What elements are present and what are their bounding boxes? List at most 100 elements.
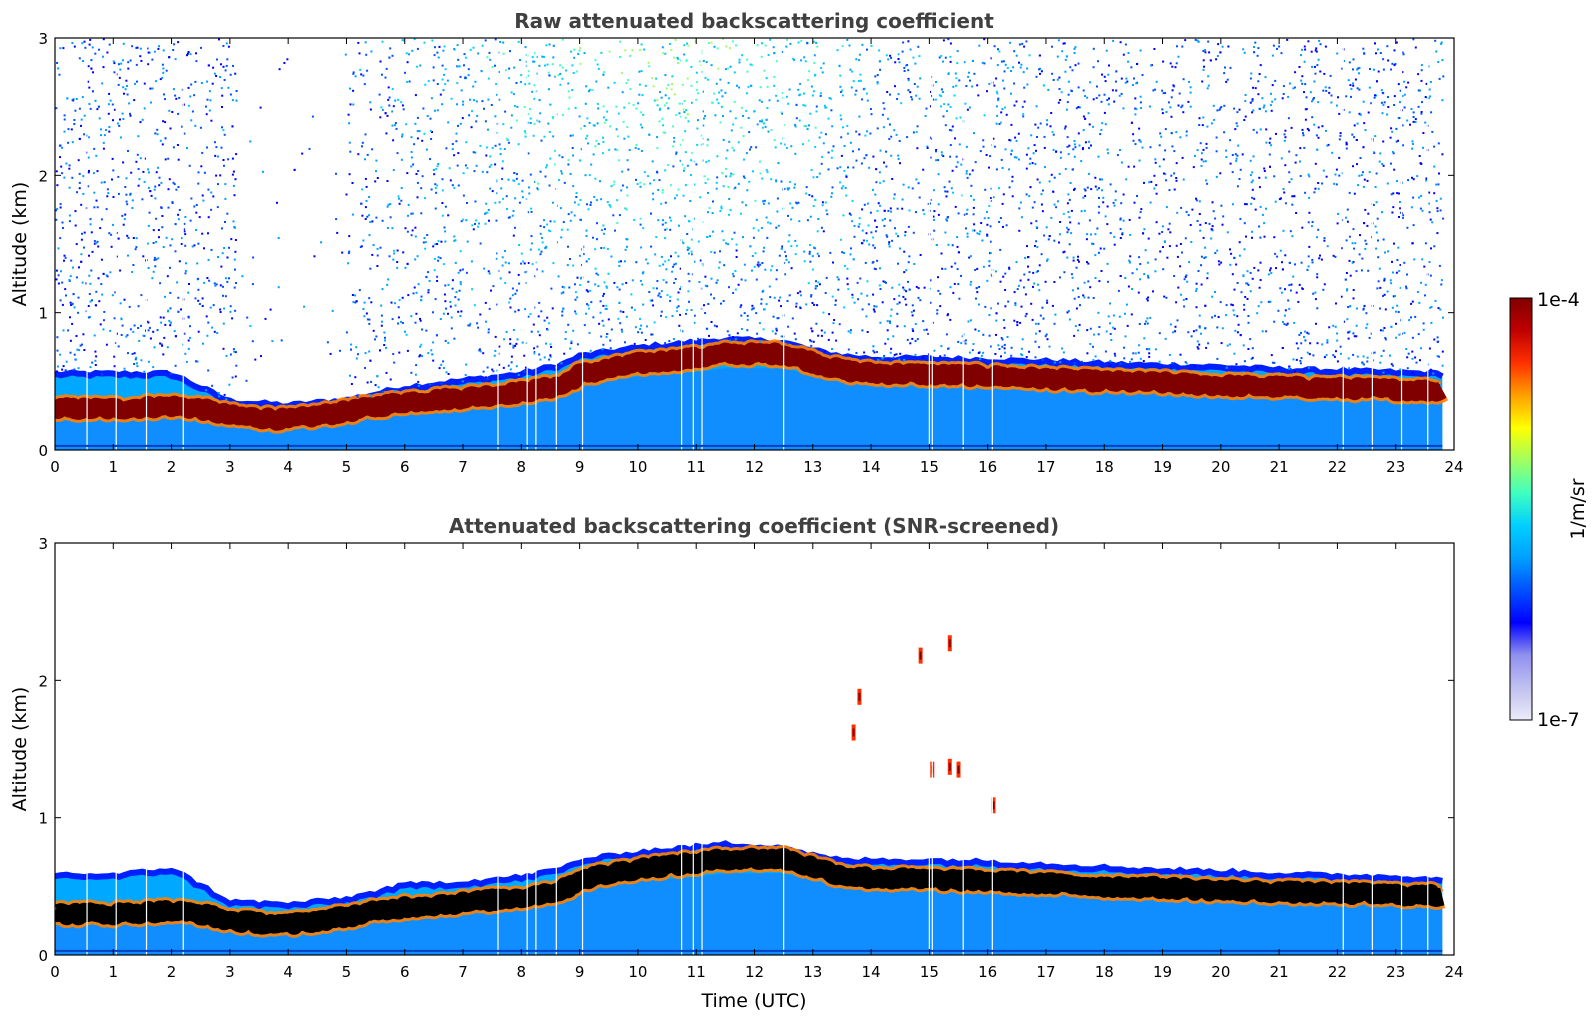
- noise-pixel: [955, 165, 958, 168]
- noise-pixel: [839, 181, 842, 184]
- noise-pixel: [748, 180, 751, 183]
- noise-pixel: [573, 56, 576, 59]
- noise-pixel: [1106, 148, 1109, 151]
- noise-pixel: [410, 156, 413, 159]
- noise-pixel: [166, 346, 169, 349]
- noise-pixel: [536, 345, 539, 348]
- noise-pixel: [587, 208, 590, 211]
- noise-pixel: [990, 307, 993, 310]
- noise-pixel: [1154, 270, 1157, 273]
- noise-pixel: [602, 105, 605, 108]
- noise-pixel: [122, 118, 125, 120]
- noise-pixel: [887, 117, 889, 120]
- noise-pixel: [1098, 326, 1101, 328]
- noise-pixel: [1120, 202, 1123, 205]
- noise-pixel: [161, 143, 164, 146]
- noise-pixel: [886, 91, 889, 93]
- noise-pixel: [822, 62, 825, 65]
- noise-pixel: [1386, 290, 1389, 293]
- noise-pixel: [1196, 149, 1199, 152]
- noise-pixel: [127, 254, 129, 257]
- noise-pixel: [77, 367, 80, 370]
- noise-pixel: [470, 260, 473, 263]
- noise-pixel: [998, 187, 1000, 190]
- noise-pixel: [797, 201, 800, 204]
- noise-pixel: [1349, 305, 1352, 308]
- noise-pixel: [222, 45, 225, 47]
- noise-pixel: [1394, 295, 1396, 298]
- noise-pixel: [1312, 97, 1315, 99]
- noise-pixel: [790, 267, 793, 270]
- noise-pixel: [759, 340, 761, 343]
- noise-pixel: [571, 64, 574, 67]
- noise-pixel: [1080, 210, 1083, 213]
- noise-pixel: [1184, 275, 1187, 278]
- noise-pixel: [727, 81, 730, 84]
- noise-pixel: [457, 124, 459, 127]
- noise-pixel: [1382, 164, 1385, 167]
- noise-pixel: [147, 168, 149, 171]
- noise-pixel: [548, 43, 551, 46]
- noise-pixel: [1196, 220, 1199, 222]
- noise-pixel: [363, 315, 366, 318]
- noise-pixel: [1352, 297, 1355, 300]
- noise-pixel: [695, 88, 698, 91]
- noise-pixel: [1087, 262, 1090, 265]
- noise-pixel: [122, 42, 125, 45]
- noise-pixel: [489, 155, 492, 158]
- noise-pixel: [551, 63, 554, 66]
- noise-pixel: [575, 70, 578, 73]
- noise-pixel: [740, 314, 743, 317]
- noise-pixel: [404, 71, 406, 74]
- noise-pixel: [1220, 106, 1223, 108]
- noise-pixel: [225, 354, 228, 357]
- noise-pixel: [1225, 366, 1228, 369]
- noise-pixel: [365, 199, 368, 202]
- noise-pixel: [119, 68, 122, 71]
- noise-pixel: [1061, 50, 1064, 53]
- noise-pixel: [805, 192, 808, 195]
- noise-pixel: [703, 117, 705, 120]
- noise-pixel: [1056, 78, 1059, 81]
- noise-pixel: [1202, 148, 1205, 151]
- noise-pixel: [96, 206, 99, 209]
- noise-pixel: [393, 249, 395, 252]
- noise-pixel: [1339, 132, 1342, 135]
- noise-pixel: [1050, 173, 1053, 176]
- noise-pixel: [1087, 140, 1090, 143]
- noise-pixel: [1089, 327, 1092, 330]
- noise-pixel: [1395, 322, 1397, 325]
- noise-pixel: [444, 339, 447, 342]
- noise-pixel: [828, 313, 831, 316]
- noise-pixel: [410, 151, 413, 153]
- noise-pixel: [138, 178, 141, 181]
- noise-pixel: [752, 227, 755, 230]
- noise-pixel: [893, 298, 896, 301]
- noise-pixel: [675, 194, 678, 197]
- noise-pixel: [1167, 228, 1170, 231]
- noise-pixel: [561, 310, 564, 313]
- noise-pixel: [665, 268, 668, 271]
- noise-pixel: [907, 280, 909, 283]
- noise-pixel: [201, 297, 204, 300]
- noise-pixel: [372, 329, 375, 332]
- noise-pixel: [1428, 347, 1431, 350]
- noise-pixel: [1352, 68, 1354, 71]
- noise-pixel: [1429, 274, 1432, 277]
- noise-pixel: [1422, 132, 1425, 134]
- noise-pixel: [600, 247, 603, 249]
- noise-pixel: [1393, 104, 1396, 106]
- noise-pixel: [690, 250, 693, 253]
- noise-pixel: [467, 324, 470, 327]
- noise-pixel: [941, 91, 944, 93]
- noise-pixel: [1200, 332, 1202, 335]
- noise-pixel: [1278, 45, 1281, 48]
- noise-pixel: [1437, 142, 1440, 145]
- noise-pixel: [1073, 187, 1076, 190]
- noise-pixel: [1099, 133, 1102, 136]
- noise-pixel: [161, 226, 164, 229]
- noise-pixel: [119, 302, 122, 305]
- noise-pixel: [1439, 197, 1442, 200]
- noise-pixel: [1051, 304, 1054, 307]
